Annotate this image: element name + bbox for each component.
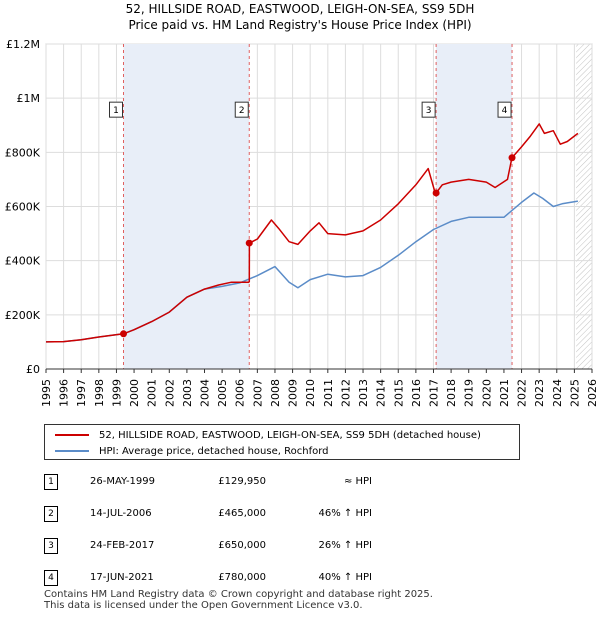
sale-point xyxy=(508,154,516,162)
sale-row: 1 26-MAY-1999 £129,950 ≈ HPI xyxy=(0,474,600,494)
x-tick-label: 2017 xyxy=(427,379,440,407)
ownership-period-shade xyxy=(436,44,513,369)
sale-points xyxy=(119,154,516,338)
x-tick-label: 1998 xyxy=(93,379,106,407)
legend-item-property: 52, HILLSIDE ROAD, EASTWOOD, LEIGH-ON-SE… xyxy=(55,427,481,443)
footer-line-licence: This data is licensed under the Open Gov… xyxy=(44,600,363,611)
sale-hpi-compare: 26% ↑ HPI xyxy=(318,540,372,551)
footer-attribution: Contains HM Land Registry data © Crown c… xyxy=(44,589,433,611)
sale-number: 4 xyxy=(44,570,58,586)
sale-markers xyxy=(122,44,513,369)
sale-label-number: 3 xyxy=(426,106,432,116)
footer-line-copyright: Contains HM Land Registry data © Crown c… xyxy=(44,589,433,600)
x-tick-label: 2002 xyxy=(163,379,176,407)
sale-point xyxy=(245,239,253,247)
sale-point xyxy=(119,330,127,338)
sale-date: 26-MAY-1999 xyxy=(90,476,156,487)
sale-row: 2 14-JUL-2006 £465,000 46% ↑ HPI xyxy=(0,506,600,526)
sale-date: 14-JUL-2006 xyxy=(90,508,152,519)
legend-label-property: 52, HILLSIDE ROAD, EASTWOOD, LEIGH-ON-SE… xyxy=(99,429,481,441)
sale-hpi-compare: ≈ HPI xyxy=(343,476,372,487)
sale-label-box xyxy=(421,101,436,118)
x-tick-label: 2010 xyxy=(304,379,317,407)
y-tick-label: £800K xyxy=(5,146,41,159)
sale-label-box xyxy=(497,101,512,118)
sale-hpi-compare: 46% ↑ HPI xyxy=(318,508,372,519)
legend-item-hpi: HPI: Average price, detached house, Roch… xyxy=(55,443,329,459)
x-tick-label: 2026 xyxy=(586,379,599,407)
sale-labels: 1 2 3 4 xyxy=(108,101,512,118)
y-tick-label: £200K xyxy=(5,309,41,322)
sale-label-number: 2 xyxy=(239,106,245,116)
sale-number: 3 xyxy=(44,538,58,554)
x-tick-label: 2014 xyxy=(375,379,388,407)
sale-price: £780,000 xyxy=(218,572,266,583)
x-tick-label: 2018 xyxy=(445,379,458,407)
sale-label-box xyxy=(108,101,123,118)
x-tick-label: 1996 xyxy=(58,379,71,407)
y-tick-label: £400K xyxy=(5,255,41,268)
x-tick-label: 2005 xyxy=(216,379,229,407)
x-tick-label: 2016 xyxy=(410,379,423,407)
chart-title: 52, HILLSIDE ROAD, EASTWOOD, LEIGH-ON-SE… xyxy=(126,2,475,16)
x-tick-label: 2011 xyxy=(322,379,335,407)
sale-point xyxy=(432,189,440,197)
x-tick-label: 2023 xyxy=(533,379,546,407)
x-tick-label: 2006 xyxy=(234,379,247,407)
x-tick-label: 2020 xyxy=(480,379,493,407)
x-tick-label: 1997 xyxy=(75,379,88,407)
ownership-shading xyxy=(123,44,513,369)
sale-number: 2 xyxy=(44,506,58,522)
x-tick-label: 2009 xyxy=(287,379,300,407)
x-tick-label: 2004 xyxy=(199,379,212,407)
legend-swatch-hpi xyxy=(55,450,89,452)
sale-number: 1 xyxy=(44,474,58,490)
chart-subtitle: Price paid vs. HM Land Registry's House … xyxy=(128,18,471,32)
sale-hpi-compare: 40% ↑ HPI xyxy=(318,572,372,583)
sale-date: 17-JUN-2021 xyxy=(90,572,154,583)
sale-label-number: 1 xyxy=(113,106,119,116)
y-tick-label: £600K xyxy=(5,201,41,214)
x-tick-label: 2003 xyxy=(181,379,194,407)
sale-price: £129,950 xyxy=(218,476,266,487)
y-tick-label: £1M xyxy=(17,92,41,105)
sale-row: 3 24-FEB-2017 £650,000 26% ↑ HPI xyxy=(0,538,600,558)
legend-swatch-property xyxy=(55,434,89,436)
sale-row: 4 17-JUN-2021 £780,000 40% ↑ HPI xyxy=(0,570,600,590)
x-tick-label: 2025 xyxy=(568,379,581,407)
sale-date: 24-FEB-2017 xyxy=(90,540,155,551)
x-tick-label: 2000 xyxy=(128,379,141,407)
x-tick-label: 2012 xyxy=(339,379,352,407)
sale-label-box xyxy=(234,101,249,118)
y-axis: £0 £200K £400K £600K £800K £1M £1.2M xyxy=(5,38,41,376)
y-tick-label: £0 xyxy=(26,363,40,376)
sale-label-number: 4 xyxy=(502,106,508,116)
x-tick-label: 2007 xyxy=(251,379,264,407)
x-tick-label: 1995 xyxy=(40,379,53,407)
x-tick-label: 2008 xyxy=(269,379,282,407)
x-axis: 1995 1996 1997 1998 1999 2000 2001 2002 2003 2004… xyxy=(40,368,599,407)
x-tick-label: 2013 xyxy=(357,379,370,407)
sale-price: £465,000 xyxy=(218,508,266,519)
price-chart: 52, HILLSIDE ROAD, EASTWOOD, LEIGH-ON-SE… xyxy=(5,2,599,407)
x-tick-label: 2022 xyxy=(516,379,529,407)
x-tick-label: 2024 xyxy=(551,379,564,407)
legend: 52, HILLSIDE ROAD, EASTWOOD, LEIGH-ON-SE… xyxy=(44,424,520,460)
sale-price: £650,000 xyxy=(218,540,266,551)
legend-label-hpi: HPI: Average price, detached house, Roch… xyxy=(99,445,329,457)
x-tick-label: 2019 xyxy=(463,379,476,407)
x-tick-label: 2001 xyxy=(146,379,159,407)
ownership-period-shade xyxy=(123,44,250,369)
x-tick-label: 1999 xyxy=(110,379,123,407)
x-tick-label: 2015 xyxy=(392,379,405,407)
y-tick-label: £1.2M xyxy=(6,38,40,51)
x-tick-label: 2021 xyxy=(498,379,511,407)
